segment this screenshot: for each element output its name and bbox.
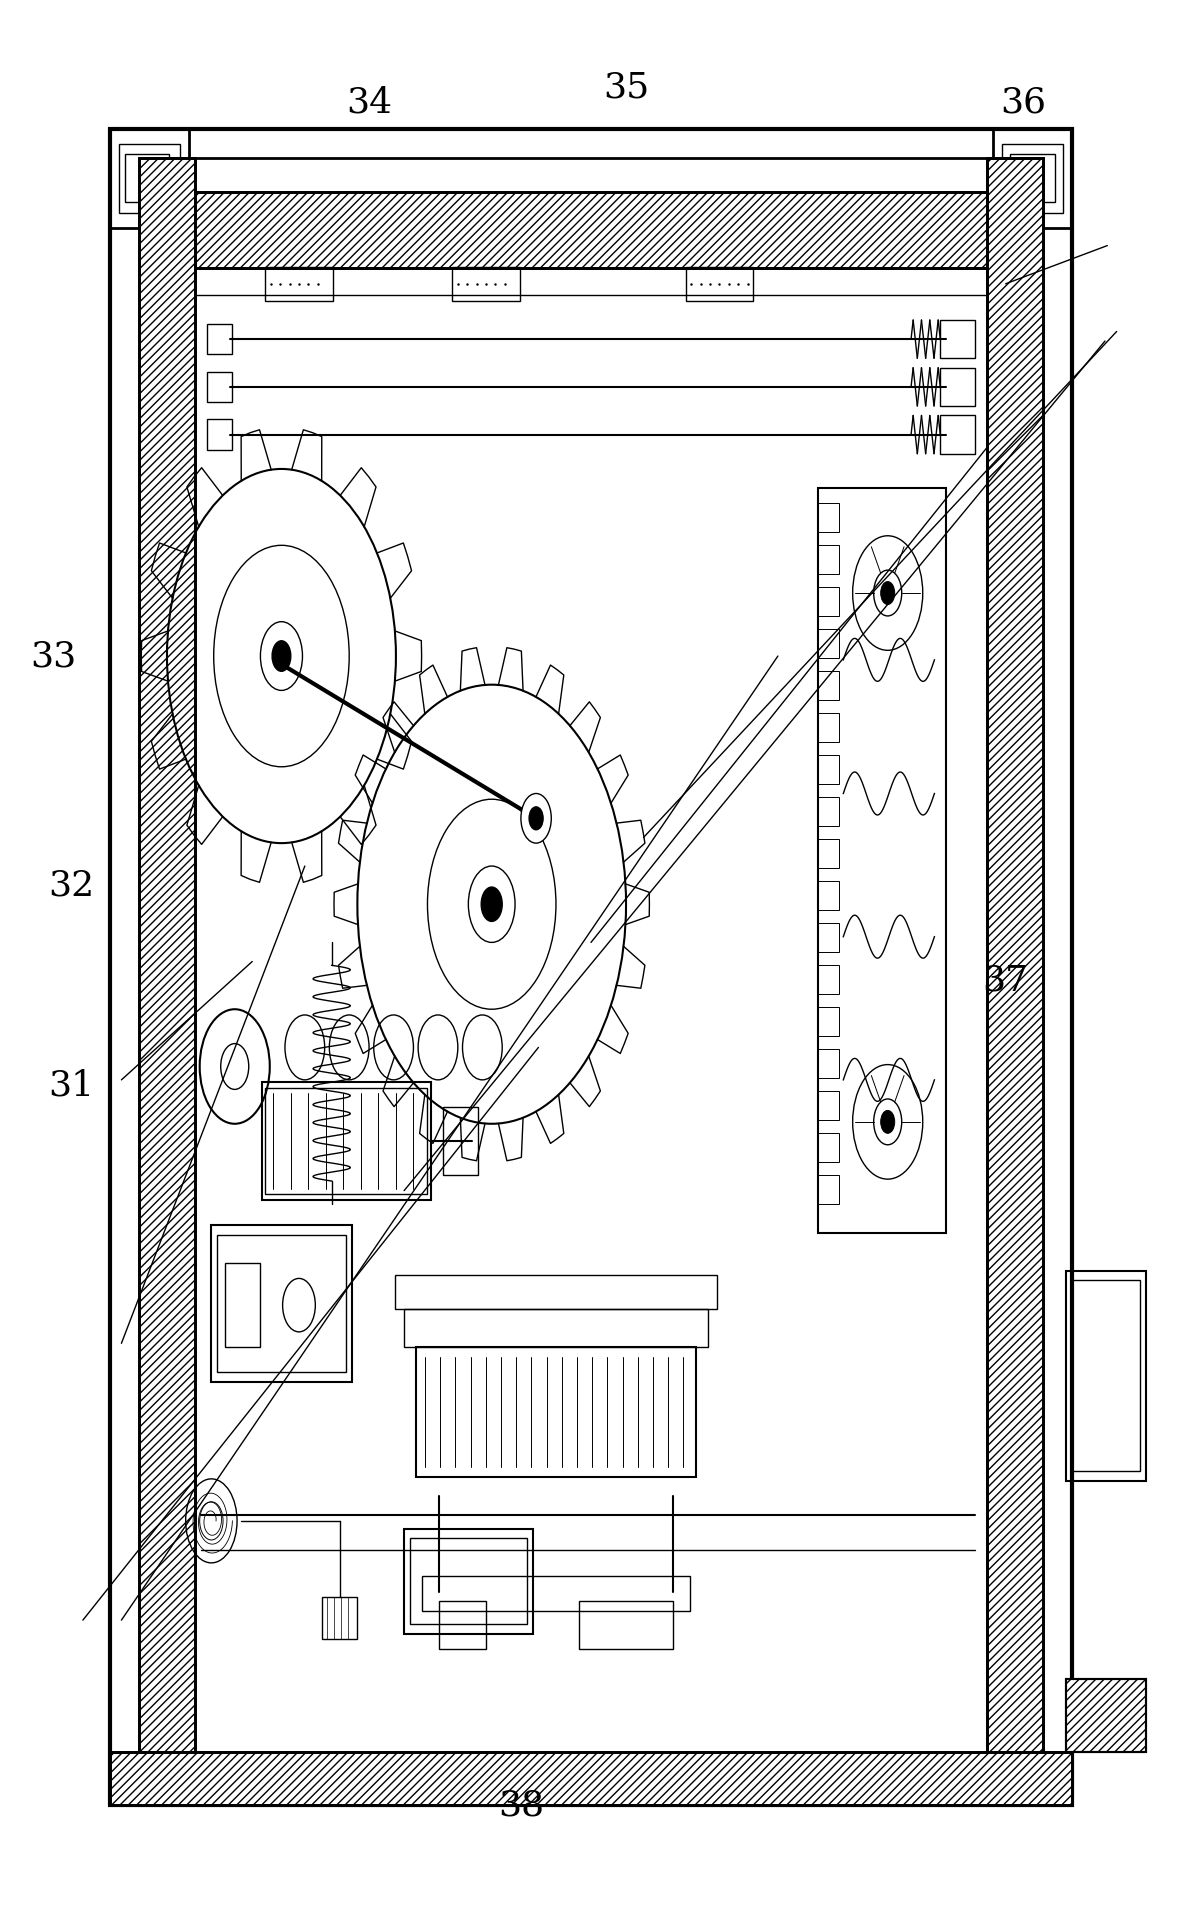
Circle shape — [881, 1110, 895, 1133]
Bar — [452, 267, 520, 300]
Bar — [818, 1175, 839, 1204]
Bar — [323, 1598, 357, 1638]
Bar — [818, 798, 839, 827]
Bar — [818, 1008, 839, 1036]
Bar — [139, 158, 195, 1777]
Bar — [818, 923, 839, 952]
Text: 31: 31 — [48, 1069, 95, 1102]
Bar — [226, 1263, 260, 1348]
Bar — [818, 546, 839, 573]
Bar — [440, 1602, 486, 1648]
Bar — [195, 269, 987, 296]
Bar — [818, 965, 839, 994]
Bar — [110, 1752, 1072, 1806]
Bar — [410, 1538, 527, 1623]
Circle shape — [521, 794, 551, 842]
Bar — [1066, 1679, 1145, 1752]
Circle shape — [481, 887, 502, 921]
Bar — [422, 1577, 690, 1611]
Bar — [195, 192, 987, 269]
Bar — [119, 144, 180, 213]
Bar — [818, 1133, 839, 1161]
Bar — [818, 488, 946, 1233]
Bar — [818, 629, 839, 658]
Bar — [818, 881, 839, 910]
Bar — [818, 756, 839, 785]
Bar — [579, 1602, 673, 1648]
Bar — [818, 1050, 839, 1079]
Text: 35: 35 — [603, 69, 649, 104]
Bar — [818, 587, 839, 615]
Text: 33: 33 — [31, 638, 77, 673]
Bar — [404, 1529, 533, 1633]
Bar — [987, 158, 1043, 1777]
Bar — [265, 1088, 428, 1194]
Bar — [110, 129, 189, 229]
Text: 37: 37 — [982, 963, 1028, 998]
Bar — [818, 838, 839, 867]
Bar — [818, 671, 839, 700]
Bar — [395, 1275, 717, 1310]
Bar — [110, 129, 1072, 1806]
Bar — [207, 323, 233, 354]
Bar — [1072, 1281, 1139, 1471]
Bar — [1066, 1271, 1145, 1481]
Circle shape — [881, 581, 895, 604]
Text: 34: 34 — [346, 85, 392, 119]
Bar — [207, 371, 233, 402]
Bar — [993, 129, 1072, 229]
Circle shape — [272, 640, 291, 671]
Bar — [195, 192, 987, 269]
Text: 36: 36 — [1000, 85, 1046, 119]
Bar — [1011, 154, 1054, 202]
Bar — [818, 713, 839, 742]
Text: 32: 32 — [48, 867, 95, 902]
Bar — [110, 1752, 1072, 1806]
Bar — [940, 367, 975, 406]
Bar — [212, 1225, 351, 1381]
Bar — [416, 1348, 696, 1477]
Bar — [265, 267, 333, 300]
Text: 38: 38 — [498, 1788, 544, 1823]
Bar — [125, 154, 169, 202]
Bar — [940, 415, 975, 454]
Bar — [207, 419, 233, 450]
Bar — [195, 158, 987, 1777]
Bar — [404, 1310, 708, 1348]
Bar — [818, 504, 839, 533]
Bar — [261, 1083, 431, 1200]
Bar — [686, 267, 753, 300]
Bar — [1066, 1679, 1145, 1752]
Bar — [987, 158, 1043, 1777]
Bar — [442, 1106, 478, 1175]
Bar — [139, 158, 195, 1777]
Circle shape — [530, 808, 543, 829]
Bar — [818, 1092, 839, 1119]
Bar — [940, 319, 975, 358]
Bar — [217, 1235, 345, 1371]
Bar — [1002, 144, 1063, 213]
